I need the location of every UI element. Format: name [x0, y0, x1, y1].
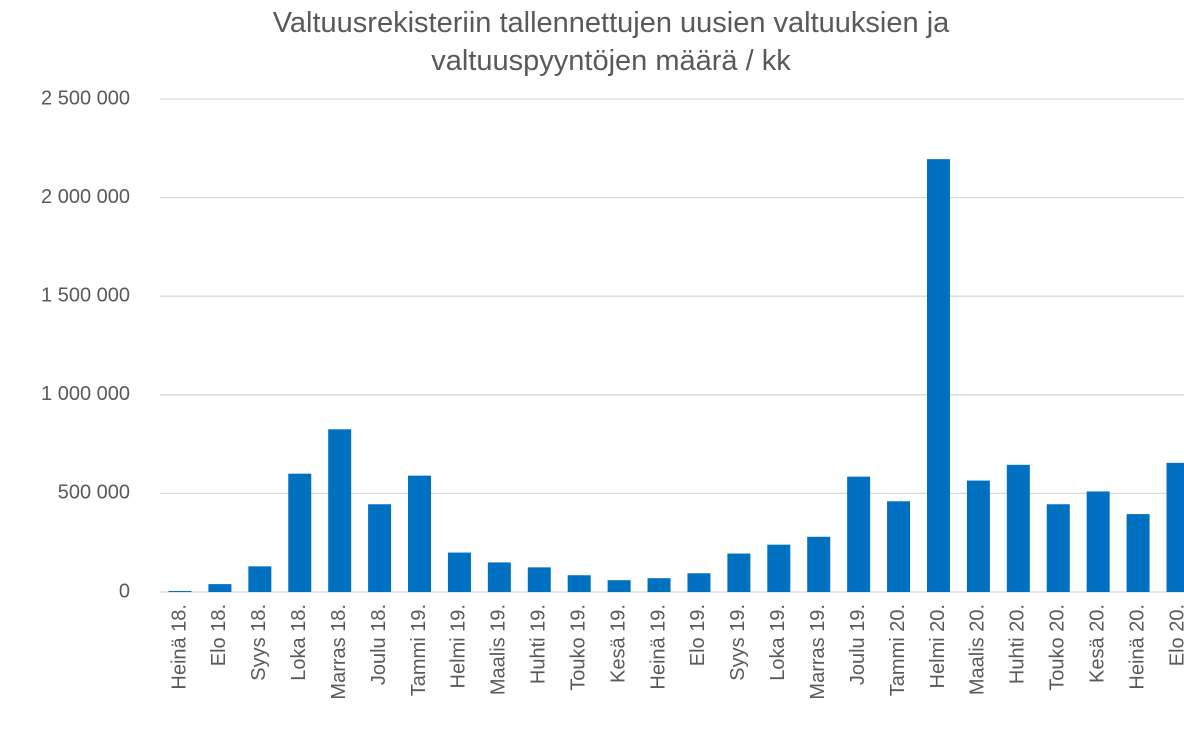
bar — [727, 553, 751, 592]
x-tick-label: Maalis 20. — [967, 604, 989, 695]
x-tick-label: Maalis 19. — [488, 604, 510, 695]
bar — [1166, 462, 1184, 592]
x-tick-label: Kesä 20. — [1086, 604, 1108, 683]
bar — [1046, 504, 1070, 592]
bar — [208, 584, 232, 592]
y-tick-label: 2 500 000 — [41, 87, 130, 109]
bar — [687, 573, 711, 592]
y-tick-label: 1 000 000 — [41, 383, 130, 405]
bar — [368, 504, 392, 592]
bar — [447, 552, 471, 592]
bar — [487, 562, 511, 592]
y-tick-label: 2 000 000 — [41, 186, 130, 208]
x-tick-label: Heinä 19. — [647, 604, 669, 690]
x-tick-label: Helmi 20. — [927, 604, 949, 688]
x-tick-label: Joulu 19. — [847, 604, 869, 685]
x-tick-label: Heinä 18. — [168, 604, 190, 690]
bar — [807, 536, 831, 592]
x-tick-label: Huhti 20. — [1007, 604, 1029, 684]
bar — [767, 544, 791, 592]
bar — [847, 476, 871, 592]
x-tick-label: Heinä 20. — [1126, 604, 1148, 690]
bar — [328, 429, 352, 592]
x-tick-label: Elo 20. — [1166, 604, 1184, 666]
x-tick-label: Loka 18. — [288, 604, 310, 681]
y-tick-label: 0 — [119, 580, 130, 602]
x-tick-label: Touko 20. — [1047, 604, 1069, 691]
x-tick-label: Touko 19. — [567, 604, 589, 691]
bar — [527, 567, 551, 592]
x-tick-label: Tammi 20. — [887, 604, 909, 696]
bar — [1006, 464, 1030, 592]
bar — [926, 159, 950, 592]
bar — [887, 501, 911, 592]
x-tick-label: Helmi 19. — [448, 604, 470, 688]
x-tick-label: Loka 19. — [767, 604, 789, 681]
bar — [1086, 491, 1110, 592]
x-tick-label: Syys 18. — [248, 604, 270, 681]
x-tick-label: Huhti 19. — [528, 604, 550, 684]
x-tick-label: Tammi 19. — [408, 604, 430, 696]
x-tick-label: Kesä 19. — [607, 604, 629, 683]
x-tick-label: Marras 18. — [328, 604, 350, 700]
bar — [647, 578, 671, 592]
x-tick-label: Marras 19. — [807, 604, 829, 700]
chart-title: Valtuusrekisteriin tallennettujen uusien… — [272, 7, 950, 77]
bar — [1126, 514, 1150, 592]
y-tick-label: 500 000 — [58, 482, 130, 504]
x-tick-label: Elo 19. — [687, 604, 709, 666]
bar — [607, 580, 631, 592]
bar — [288, 473, 312, 592]
bar — [567, 575, 591, 592]
bar — [168, 591, 192, 592]
bar — [966, 480, 990, 592]
x-tick-label: Syys 19. — [727, 604, 749, 681]
bar — [408, 475, 432, 592]
y-tick-label: 1 500 000 — [41, 284, 130, 306]
x-tick-label: Elo 18. — [208, 604, 230, 666]
x-tick-label: Joulu 18. — [368, 604, 390, 685]
bar — [248, 566, 272, 592]
